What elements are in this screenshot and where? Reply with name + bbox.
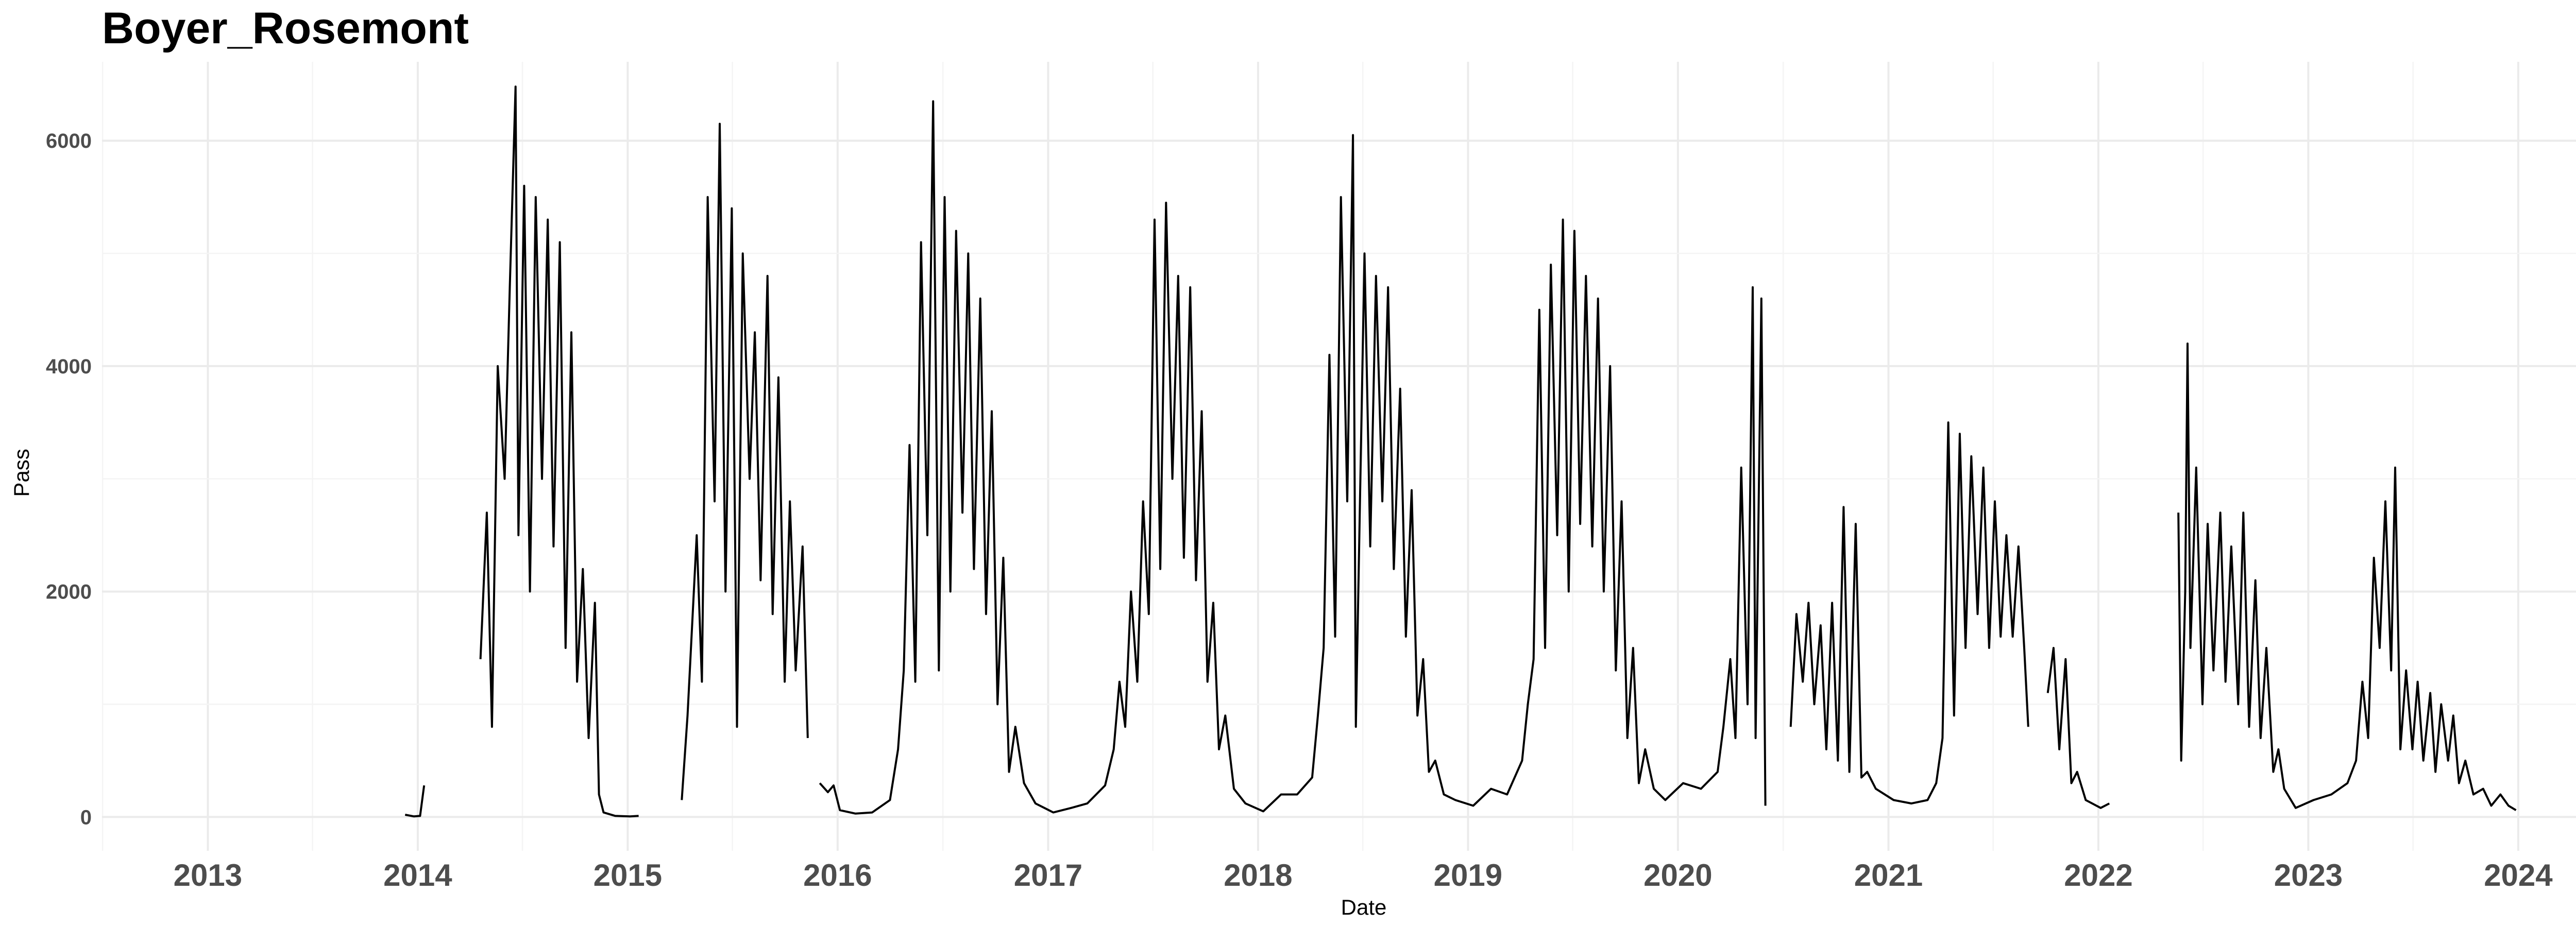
y-axis-tick-labels: 0 2000 4000 6000 [46, 130, 92, 829]
x-tick-label: 2018 [1224, 858, 1292, 892]
chart-title: Boyer_Rosemont [102, 4, 469, 53]
x-tick-label: 2021 [1854, 858, 1923, 892]
x-tick-label: 2020 [1643, 858, 1712, 892]
y-axis-title: Pass [9, 449, 33, 496]
x-tick-label: 2014 [383, 858, 452, 892]
x-tick-label: 2024 [2484, 858, 2553, 892]
series-line-segment [479, 85, 639, 818]
x-tick-label: 2023 [2274, 858, 2343, 892]
series-line-segment [819, 100, 1767, 815]
series-line-segment [404, 785, 426, 818]
series-line-segment [681, 123, 809, 800]
series-line-group [404, 85, 2517, 818]
series-line-segment [1789, 421, 2029, 805]
grid [101, 62, 2576, 851]
x-tick-label: 2022 [2064, 858, 2132, 892]
y-tick-label: 6000 [46, 130, 92, 152]
series-line-segment [2046, 647, 2110, 809]
x-tick-label: 2013 [174, 858, 242, 892]
y-tick-label: 4000 [46, 355, 92, 378]
x-tick-label: 2017 [1014, 858, 1082, 892]
x-axis-title: Date [1341, 895, 1387, 919]
x-tick-label: 2019 [1434, 858, 1502, 892]
x-axis-tick-labels: 2013 2014 2015 2016 2017 2018 2019 2020 2021 2022… [174, 858, 2553, 892]
y-tick-label: 0 [80, 806, 92, 829]
x-tick-label: 2016 [803, 858, 872, 892]
series-line-segment [2177, 342, 2517, 811]
y-tick-label: 2000 [46, 581, 92, 604]
x-tick-label: 2015 [594, 858, 662, 892]
